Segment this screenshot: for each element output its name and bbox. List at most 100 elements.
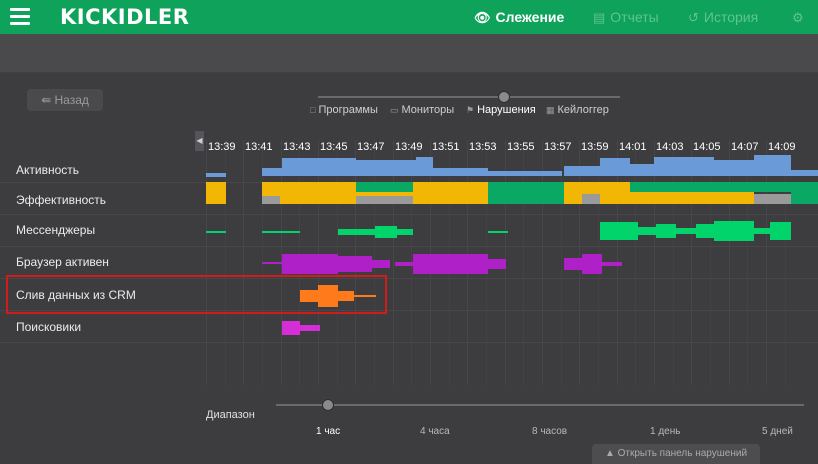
timeline-segment <box>770 222 791 240</box>
row-separator <box>0 342 818 343</box>
time-gridline <box>785 140 786 385</box>
timeline-segment <box>206 182 226 204</box>
flag-icon: ⚑ <box>466 105 475 115</box>
timeline-segment <box>338 256 372 272</box>
time-label: 13:53 <box>469 141 497 153</box>
timeline-segment <box>262 231 300 233</box>
nav-item-history[interactable]: ↺ История <box>688 0 758 34</box>
open-violations-panel-button[interactable]: ▲ Открыть панель нарушений <box>592 444 760 464</box>
timeline-segment <box>282 158 356 176</box>
timeline-segment <box>714 160 754 176</box>
sub-header <box>0 34 818 73</box>
row-label-messengers: Мессенджеры <box>16 223 96 237</box>
range-option-1h[interactable]: 1 час <box>316 426 341 437</box>
timeline-segment <box>656 224 676 238</box>
range-option-8h[interactable]: 8 часов <box>532 426 568 437</box>
crm-leak-highlight <box>6 275 387 314</box>
timeline-segment <box>488 259 506 269</box>
timeline-segment <box>582 194 600 204</box>
timeline-segment <box>356 192 413 196</box>
timeline-segment <box>754 194 791 204</box>
timeline-segment <box>676 228 696 234</box>
time-label: 14:05 <box>693 141 721 153</box>
nav-item-more[interactable]: ⚙ <box>792 0 809 34</box>
timeline-segment <box>413 254 488 274</box>
eye-icon: 👁 <box>474 10 491 25</box>
timeline-segment <box>602 262 622 266</box>
time-label: 13:41 <box>245 141 273 153</box>
range-option-1d[interactable]: 1 день <box>650 426 681 437</box>
time-label: 14:03 <box>656 141 684 153</box>
timeline-segment <box>375 226 397 238</box>
time-gridline <box>635 140 636 385</box>
mode-slider-knob[interactable] <box>498 91 510 103</box>
collapse-left-button[interactable]: ◀ <box>195 131 204 151</box>
time-gridline <box>766 140 767 385</box>
nav-label: Слежение <box>495 9 565 25</box>
timeline-segment <box>356 160 416 176</box>
nav-item-reports[interactable]: ▤ Отчеты <box>593 0 659 34</box>
time-label: 13:57 <box>544 141 572 153</box>
timeline-segment <box>416 157 433 176</box>
back-button[interactable]: ⇚ Назад <box>27 89 103 111</box>
top-navigation-bar: KICKIDLER 👁 Слежение ▤ Отчеты ↺ История ⚙ <box>0 0 818 34</box>
timeline-segment <box>280 182 356 204</box>
timeline-segment <box>397 229 413 235</box>
mode-slider-track[interactable] <box>318 96 620 98</box>
timeline-segment <box>630 164 654 176</box>
timeline-segment <box>338 291 354 301</box>
timeline-segment <box>433 168 488 176</box>
nav-label: Отчеты <box>610 9 659 25</box>
row-separator <box>0 214 818 215</box>
triangle-up-icon: ▲ <box>604 448 615 459</box>
tab-label: Программы <box>318 104 378 116</box>
time-label: 14:01 <box>619 141 647 153</box>
timeline-segment <box>654 192 714 204</box>
time-gridline <box>393 140 394 385</box>
timeline-segment <box>356 196 413 204</box>
tab-label: Мониторы <box>401 104 455 116</box>
range-option-5d[interactable]: 5 дней <box>762 426 793 437</box>
timeline-segment <box>300 325 320 331</box>
time-label: 13:47 <box>357 141 385 153</box>
range-slider-knob[interactable] <box>322 399 334 411</box>
tab-violations[interactable]: ⚑ Нарушения <box>466 104 536 116</box>
timeline-segment <box>582 166 600 176</box>
menu-icon[interactable] <box>10 8 30 26</box>
tab-monitors[interactable]: ▭ Мониторы <box>390 104 454 116</box>
timeline-segment <box>282 321 300 335</box>
timeline-segment <box>630 192 654 204</box>
monitor-icon: ▭ <box>390 105 399 115</box>
range-slider-track[interactable] <box>276 404 804 406</box>
timeline-segment <box>791 192 818 204</box>
report-icon: ▤ <box>593 10 606 25</box>
tab-label: Кейлоггер <box>557 104 609 116</box>
row-label-efficiency: Эффективность <box>16 193 107 207</box>
timeline-segment <box>791 170 818 176</box>
history-icon: ↺ <box>688 10 699 25</box>
range-label: Диапазон <box>206 409 255 421</box>
nav-label: История <box>703 9 759 25</box>
square-icon: □ <box>310 105 316 115</box>
tab-keylogger[interactable]: ▦ Кейлоггер <box>546 104 609 116</box>
timeline-segment <box>338 229 375 235</box>
tab-programs[interactable]: □ Программы <box>310 104 378 116</box>
timeline-segment <box>600 222 638 240</box>
nav-item-monitoring[interactable]: 👁 Слежение <box>474 0 564 34</box>
chevron-left-icon: ◀ <box>196 136 203 145</box>
timeline-segment <box>413 182 488 204</box>
app-logo: KICKIDLER <box>60 5 190 29</box>
time-label: 14:07 <box>731 141 759 153</box>
timeline-segment <box>564 166 582 176</box>
time-label: 14:09 <box>768 141 796 153</box>
timeline-segment <box>696 224 714 238</box>
range-option-4h[interactable]: 4 часа <box>420 426 450 437</box>
time-gridline <box>206 140 207 385</box>
time-gridline <box>654 140 655 385</box>
timeline-segment <box>206 173 226 177</box>
settings-icon: ⚙ <box>792 10 804 25</box>
timeline-segment <box>600 182 630 204</box>
timeline-segment <box>318 285 338 307</box>
time-label: 13:49 <box>395 141 423 153</box>
timeline-segment <box>395 262 413 266</box>
